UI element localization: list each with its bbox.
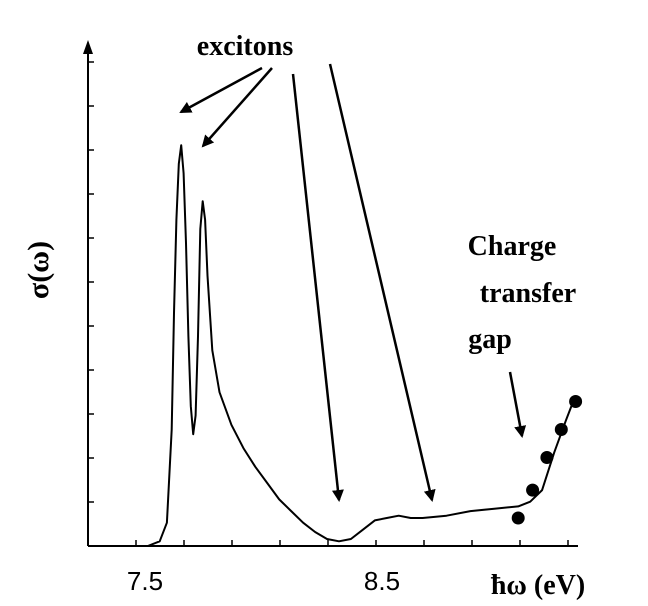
series-0-line — [88, 144, 575, 547]
annotation-gap: gap — [468, 324, 512, 355]
exciton-arrow-3 — [291, 73, 344, 502]
y-ticks — [88, 61, 94, 503]
y-axis-label: σ(ω) — [22, 241, 55, 299]
exciton-arrow-4 — [328, 63, 436, 502]
y-axis-arrow-icon — [83, 40, 93, 54]
x-tick-label-0: 7.5 — [127, 566, 163, 596]
data-point-2 — [540, 451, 554, 464]
series-1-points — [511, 395, 583, 525]
x-ticks — [135, 540, 569, 546]
data-point-0 — [511, 511, 525, 525]
data-point-3 — [554, 423, 568, 436]
x-tick-label-1: 8.5 — [364, 566, 400, 596]
x-axis-label: ħω (eV) — [491, 570, 585, 601]
data-point-1 — [526, 483, 540, 497]
exciton-arrow-2 — [201, 67, 273, 148]
gap-arrow — [508, 371, 527, 438]
annotation-charge: Charge — [468, 231, 557, 262]
annotation-transfer: transfer — [480, 278, 576, 309]
annotation-excitons: excitons — [197, 31, 294, 62]
data-point-4 — [569, 395, 583, 408]
exciton-arrow-1 — [179, 66, 263, 114]
